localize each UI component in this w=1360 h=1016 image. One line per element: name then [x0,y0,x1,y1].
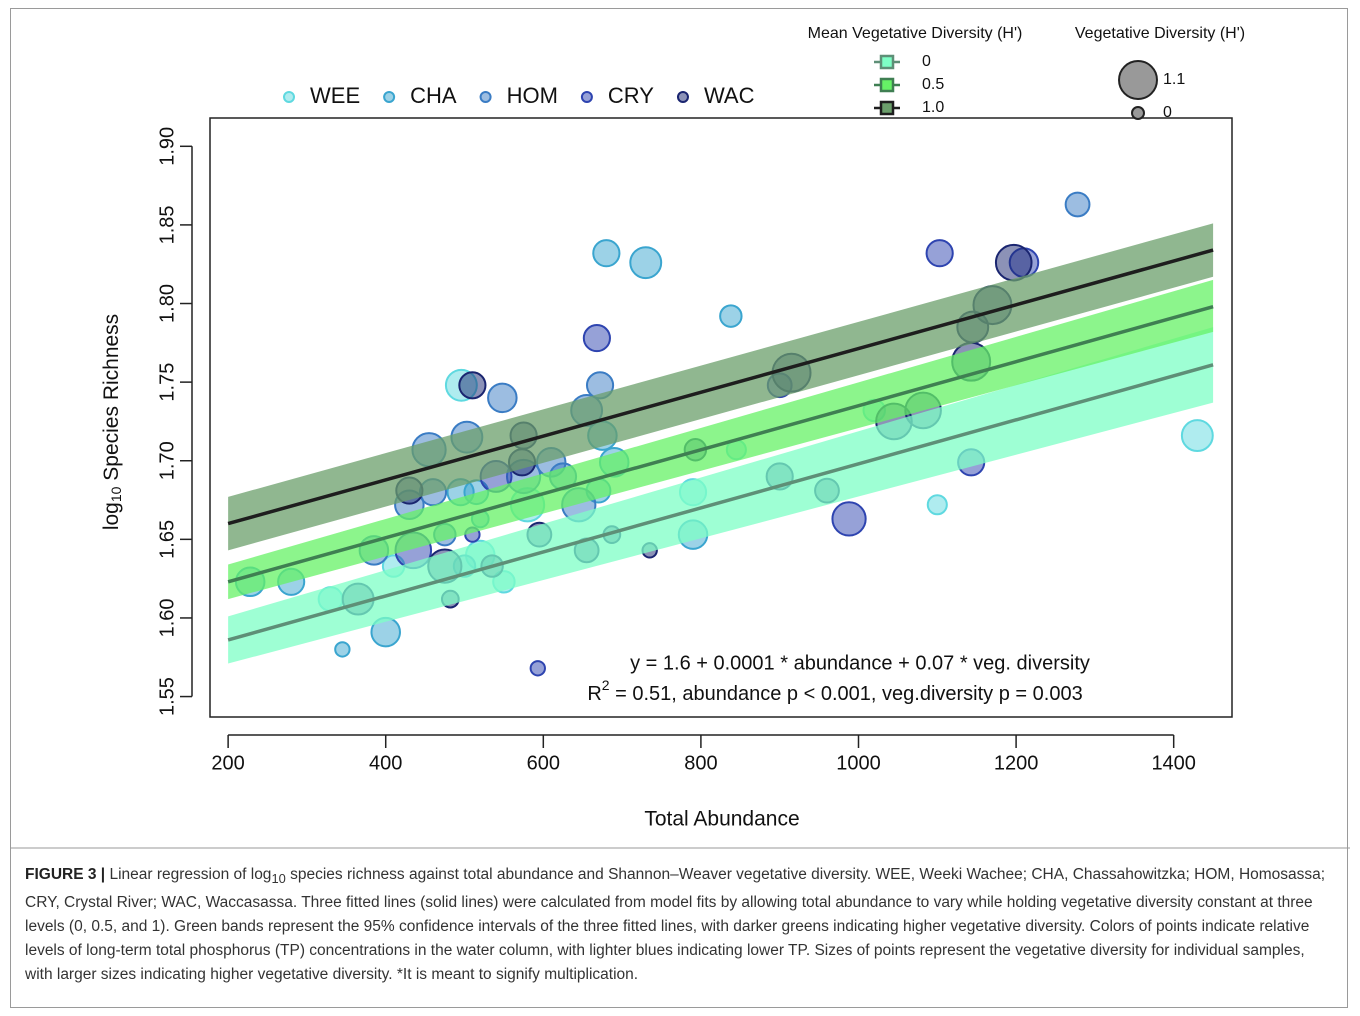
caption-label: FIGURE 3 | [25,866,106,883]
legend-marker [479,91,492,103]
legend-marker [283,91,295,103]
data-point [334,641,351,658]
fit-line [227,248,1214,526]
data-point [582,324,611,353]
confidence-band [228,327,1214,664]
y-tick-label: 1.70 [156,441,178,480]
y-tick-label: 1.75 [156,363,178,402]
fit-line [227,304,1214,584]
legend-marker [580,91,593,103]
data-point [629,246,663,280]
size-legend-label: 1.1 [1163,71,1185,88]
y-title-base: log [100,502,123,530]
y-title-sub: 10 [108,486,124,502]
data-point [592,239,621,268]
figure-frame [10,8,1348,1008]
x-tick-label: 1000 [836,752,881,774]
fit-legend-swatch [879,100,895,116]
plot-frame [209,117,1233,718]
y-tick-label: 1.55 [156,677,178,716]
data-point [719,304,743,328]
data-point [529,660,546,677]
y-tick-label: 1.60 [156,598,178,637]
x-axis-title: Total Abundance [644,808,799,831]
caption-text: species richness against total abundance… [25,866,1326,984]
r2-rest: = 0.51, abundance p < 0.001, veg.diversi… [610,683,1083,705]
y-tick-label: 1.85 [156,205,178,244]
r2-annotation: R2 = 0.51, abundance p < 0.001, veg.dive… [587,677,1082,706]
r2-base: R [587,683,601,705]
data-point [458,371,487,400]
data-point [926,494,948,516]
y-tick-label: 1.80 [156,284,178,323]
legend-label: CHA [410,83,457,108]
size-legend-label: 0 [1163,104,1172,121]
legend-label: HOM [507,83,558,108]
legend-label: WAC [704,83,755,108]
y-axis-title: log10 Species Richness [100,314,124,530]
legend-marker [383,91,396,103]
legend-label: CRY [608,83,654,108]
fit-legend-swatch [879,54,895,70]
equation: y = 1.6 + 0.0001 * abundance + 0.07 * ve… [630,652,1090,674]
fit-legend-label: 0 [922,53,931,70]
x-tick-label: 600 [527,752,560,774]
x-tick-label: 1200 [994,752,1039,774]
x-tick-label: 400 [369,752,402,774]
data-point [831,501,867,537]
chart: Total Abundance log10 Species Richness M… [10,25,1350,849]
fit-legend-title: Mean Vegetative Diversity (H') [808,25,1023,42]
data-point [1064,191,1091,218]
legend-label: WEE [310,83,360,108]
size-legend-marker [1118,60,1158,100]
data-point [1180,419,1214,453]
r2-sup: 2 [602,677,610,693]
fit-legend-swatch [879,77,895,93]
size-legend-title: Vegetative Diversity (H') [1075,25,1245,42]
data-point [925,239,954,268]
caption-sub: 10 [271,871,286,887]
data-point [487,382,518,414]
fit-legend-label: 1.0 [922,99,944,116]
x-tick-label: 800 [684,752,717,774]
y-tick-label: 1.90 [156,127,178,166]
y-title-rest: Species Richness [100,314,123,487]
fit-legend-label: 0.5 [922,76,944,93]
legend-marker [676,91,689,103]
fit-line [227,363,1214,642]
data-point [994,243,1033,282]
caption-text: Linear regression of log [105,866,272,883]
caption: FIGURE 3 | Linear regression of log10 sp… [25,863,1330,987]
x-tick-label: 200 [211,752,244,774]
size-legend-marker [1131,106,1145,120]
y-tick-label: 1.65 [156,520,178,559]
x-tick-label: 1400 [1151,752,1196,774]
confidence-band [228,279,1214,600]
